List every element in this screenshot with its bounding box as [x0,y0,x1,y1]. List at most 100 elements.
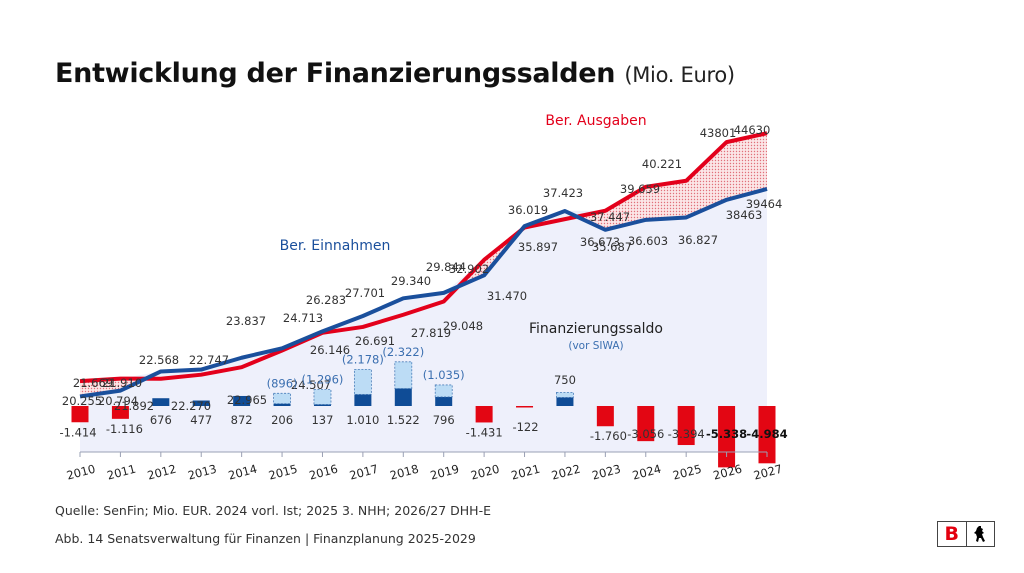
einnahmen-value-label: 35.687 [592,240,632,254]
einnahmen-value-label: 36.019 [508,203,548,217]
x-tick-label: 2022 [550,462,582,483]
bear-icon [965,522,995,546]
siwa-value-label: (2.322) [382,345,424,359]
deficit-gap-fill [726,133,767,200]
saldo-value-label: 676 [150,413,172,427]
line-ausgaben [79,131,768,384]
saldo-bar-2010 [71,406,89,423]
x-tick-label: 2012 [146,462,178,483]
ausgaben-value-label: 21.910 [102,376,142,390]
saldo-value-label: -5.338 [706,427,747,441]
legend-einnahmen: Ber. Einnahmen [280,238,391,254]
ausgaben-value-label: 40.221 [642,157,682,171]
title-unit: (Mio. Euro) [624,63,735,87]
saldo-value-label: -3.056 [627,427,664,441]
ausgaben-value-label: 35.897 [518,240,558,254]
ausgaben-value-label: 22.270 [171,399,211,413]
ausgaben-value-label: 44630 [734,123,771,137]
ausgaben-value-label: 37.447 [590,210,630,224]
ausgaben-value-label: 22.965 [227,393,267,407]
legend-ausgaben: Ber. Ausgaben [545,113,646,129]
saldo-bar-2012 [152,398,170,406]
saldo-value-label: -3.394 [668,427,705,441]
figure-caption: Abb. 14 Senatsverwaltung für Finanzen | … [55,531,476,546]
x-tick-label: 2011 [105,462,137,483]
x-tick-label: 2018 [388,462,420,483]
x-tick-label: 2023 [590,462,622,483]
saldo-bar-2023 [596,406,614,427]
x-tick-label: 2021 [510,462,542,483]
saldo-value-label: -1.116 [106,422,143,436]
ausgaben-value-label: 29.048 [443,319,483,333]
deficit-gap-fill [645,180,687,220]
saldo-bar-2014 [233,395,251,406]
saldo-bar-2022 [556,397,574,406]
x-tick-label: 2026 [712,462,744,483]
saldo-bar-2027 [758,406,776,464]
x-tick-label: 2013 [186,462,218,483]
berlin-logo: B [937,521,995,547]
einnahmen-value-label: 22.747 [189,353,229,367]
ausgaben-value-label: 26.691 [355,334,395,348]
einnahmen-value-label: 26.283 [306,293,346,307]
saldo-value-label: 750 [554,373,576,387]
ausgaben-value-label: 36.673 [580,235,620,249]
title-main: Entwicklung der Finanzierungssalden [55,58,616,89]
ausgaben-value-label: 32.902 [449,262,489,276]
deficit-gap-fill [686,142,727,218]
einnahmen-value-label: 22.568 [139,353,179,367]
x-tick-label: 2015 [267,462,299,483]
saldo-value-label: -1.760 [590,429,627,443]
x-tick-label: 2019 [429,462,461,483]
siwa-bar-2018 [394,361,413,389]
saldo-value-label: -1.431 [466,425,503,439]
chart-title: Entwicklung der Finanzierungssalden (Mio… [55,58,735,89]
saldo-bar-2020 [475,406,493,423]
saldo-bar-2011 [111,406,129,419]
saldo-value-label: -122 [512,420,538,434]
line-einnahmen [79,187,768,399]
saldo-bar-2025 [677,406,695,446]
ausgaben-value-label: 21.669 [73,376,113,390]
saldo-bar-2019 [435,396,453,406]
einnahmen-value-label: 20.255 [62,394,102,408]
x-tick-label: 2010 [65,462,97,483]
einnahmen-value-label: 38463 [726,208,763,222]
legend-vor-siwa: (vor SIWA) [568,340,623,352]
einnahmen-value-label: 31.470 [487,289,527,303]
einnahmen-value-label: 27.701 [345,286,385,300]
ausgaben-value-label: 39.659 [620,182,660,196]
saldo-bar-2016 [313,404,331,406]
einnahmen-value-label: 29.340 [391,274,431,288]
einnahmen-value-label: 29.844 [426,260,466,274]
logo-letter: B [944,523,959,545]
saldo-bar-2024 [637,406,655,442]
x-tick-label: 2020 [469,462,501,483]
saldo-bar-2013 [192,400,210,406]
siwa-bar-2022 [556,391,574,398]
saldo-bar-2018 [394,388,412,406]
saldo-value-label: 477 [190,413,212,427]
source-note: Quelle: SenFin; Mio. EUR. 2024 vorl. Ist… [55,503,491,518]
einnahmen-value-label: 36.827 [678,233,718,247]
saldo-bar-2017 [354,394,372,406]
saldo-bar-2021 [516,406,534,408]
x-tick-label: 2017 [348,462,380,483]
x-tick-label: 2025 [671,462,703,483]
einnahmen-value-label: 37.423 [543,186,583,200]
einnahmen-value-label: 23.837 [226,314,266,328]
ausgaben-value-label: 27.819 [411,326,451,340]
einnahmen-value-label: 39464 [746,197,783,211]
siwa-value-label: (1.035) [423,368,465,382]
saldo-value-label: 206 [271,413,293,427]
siwa-value-label: (896) [267,376,298,390]
legend-finanzierungssaldo: Finanzierungssaldo [529,321,663,337]
einnahmen-value-label: 20.794 [98,394,138,408]
saldo-value-label: 1.522 [387,413,420,427]
saldo-value-label: 796 [433,413,455,427]
saldo-value-label: 1.010 [346,413,379,427]
saldo-bar-2015 [273,403,291,406]
x-tick-label: 2014 [227,462,259,483]
siwa-value-label: (2.178) [342,352,384,366]
